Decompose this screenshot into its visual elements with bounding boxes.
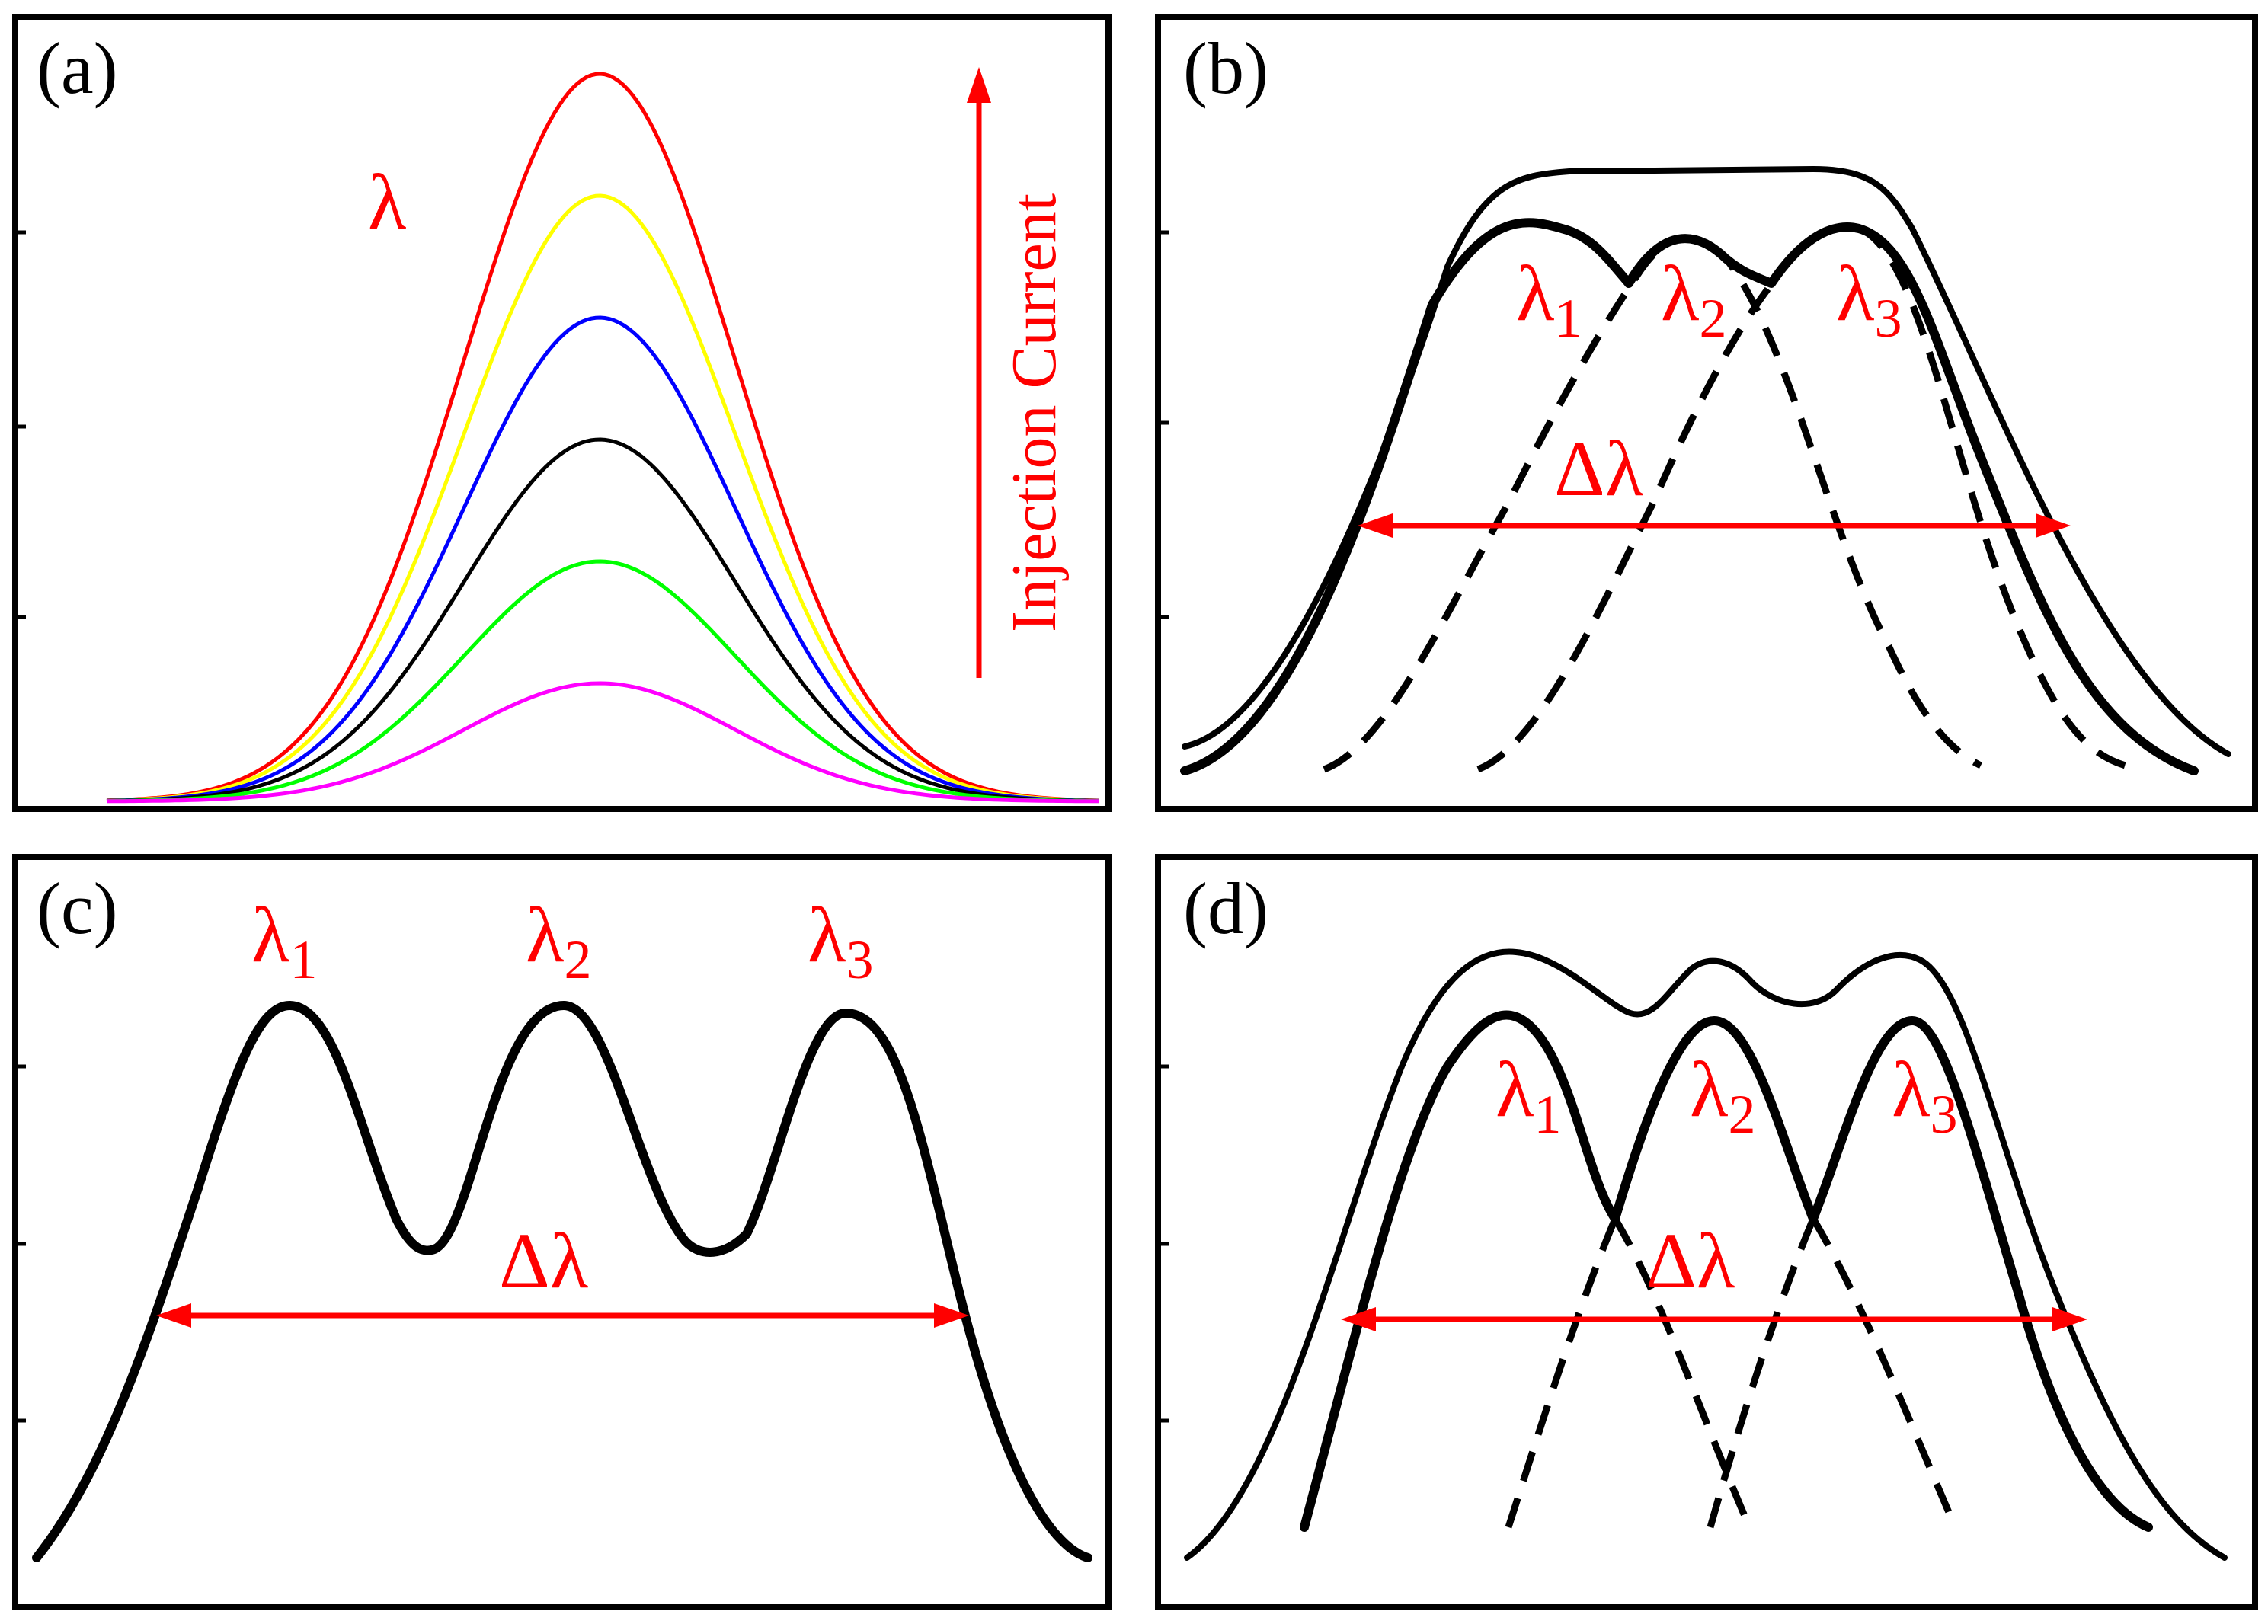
panel-b-peak-1: λ1 (1516, 250, 1582, 349)
panel-c: (c) λ1 λ2 λ3 Δλ (12, 854, 1112, 1610)
panel-a-frame (12, 14, 1112, 812)
peak-lambda: λ (1661, 250, 1699, 337)
panel-c-delta-arrow-head-left (156, 1303, 191, 1328)
panel-d-delta-lambda: Δλ (1646, 1217, 1735, 1305)
panel-b-dashed-curve-3 (1476, 223, 2127, 773)
panel-a-curve (106, 72, 1099, 803)
injection-current-label: Injection Current (999, 193, 1070, 632)
panel-c-delta-lambda: Δλ (499, 1217, 588, 1305)
peak-subscript: 1 (1554, 288, 1582, 349)
panel-c-delta-arrow-head-right (934, 1303, 969, 1328)
peak-lambda: λ (251, 891, 289, 979)
panel-d-delta-arrow-head-right (2052, 1307, 2087, 1331)
panel-c-delta-arrow (156, 1303, 969, 1328)
panel-d-dashed-curve-2a (1505, 1217, 1619, 1529)
panel-c-frame (12, 854, 1112, 1610)
panel-b-peak-3: λ3 (1836, 250, 1902, 349)
panel-a-label: (a) (37, 27, 118, 109)
peak-subscript: 1 (1534, 1084, 1561, 1145)
panel-b-dashed-curve-2 (1323, 234, 1983, 773)
panel-d-peak-1: λ1 (1495, 1046, 1561, 1145)
panel-d-dashed-curve-1 (1612, 1216, 1748, 1517)
peak-subscript: 2 (1699, 288, 1726, 349)
panel-c-peak-2: λ2 (526, 891, 591, 990)
peak-subscript: 1 (289, 929, 317, 990)
peak-lambda: λ (1892, 1046, 1930, 1133)
panel-a-curve (106, 559, 1099, 804)
panel-c-peak-3: λ3 (808, 891, 873, 990)
panel-d-dashed-curve-3 (1707, 1217, 1817, 1529)
panel-b-envelope-curve (1182, 166, 2231, 757)
panel-b-delta-arrow-head-left (1358, 513, 1393, 538)
peak-subscript: 3 (846, 929, 873, 990)
injection-arrow-head (967, 67, 991, 103)
panel-d-envelope-curve (1184, 948, 2228, 1561)
panel-c-curve (32, 1001, 1092, 1562)
panel-d-dashed-curve-2b (1810, 1216, 1954, 1517)
panel-b: (b) λ1 λ2 λ3 Δλ (1155, 14, 2258, 812)
panel-b-label: (b) (1183, 27, 1268, 109)
panel-a-curve (107, 681, 1099, 804)
panel-a-curves (106, 72, 1099, 804)
peak-lambda: λ (526, 891, 564, 979)
panel-d-delta-arrow (1341, 1307, 2087, 1331)
peak-lambda: λ (1516, 250, 1554, 337)
panel-b-delta-arrow (1358, 513, 2071, 538)
panel-d-delta-arrow-head-left (1341, 1307, 1376, 1331)
peak-lambda: λ (1836, 250, 1874, 337)
panel-a-curve (106, 437, 1099, 803)
panel-d: (d) λ1 λ2 λ3 Δλ (1155, 854, 2258, 1610)
panel-a-lambda: λ (368, 158, 406, 246)
peak-subscript: 3 (1874, 288, 1902, 349)
panel-c-label: (c) (37, 868, 118, 949)
panel-d-label: (d) (1183, 868, 1268, 949)
peak-subscript: 2 (564, 929, 591, 990)
panel-a-curve (106, 193, 1099, 803)
peak-lambda: λ (1495, 1046, 1534, 1133)
panel-d-peak-2: λ2 (1690, 1046, 1755, 1145)
peak-lambda: λ (1690, 1046, 1728, 1133)
panel-d-sum-curve (1300, 1010, 2153, 1532)
panel-b-delta-lambda: Δλ (1554, 425, 1643, 513)
injection-current-arrow (967, 67, 991, 678)
panel-a: (a) λ Injection Current (12, 14, 1112, 812)
panel-d-frame (1155, 854, 2258, 1610)
panel-b-frame (1155, 14, 2258, 812)
panel-c-peak-1: λ1 (251, 891, 317, 990)
panel-b-delta-arrow-head-right (2036, 513, 2071, 538)
panel-a-curve (106, 315, 1099, 803)
peak-subscript: 3 (1930, 1084, 1957, 1145)
panel-b-peak-2: λ2 (1661, 250, 1726, 349)
panel-d-peak-3: λ3 (1892, 1046, 1957, 1145)
peak-lambda: λ (808, 891, 846, 979)
peak-subscript: 2 (1728, 1084, 1755, 1145)
